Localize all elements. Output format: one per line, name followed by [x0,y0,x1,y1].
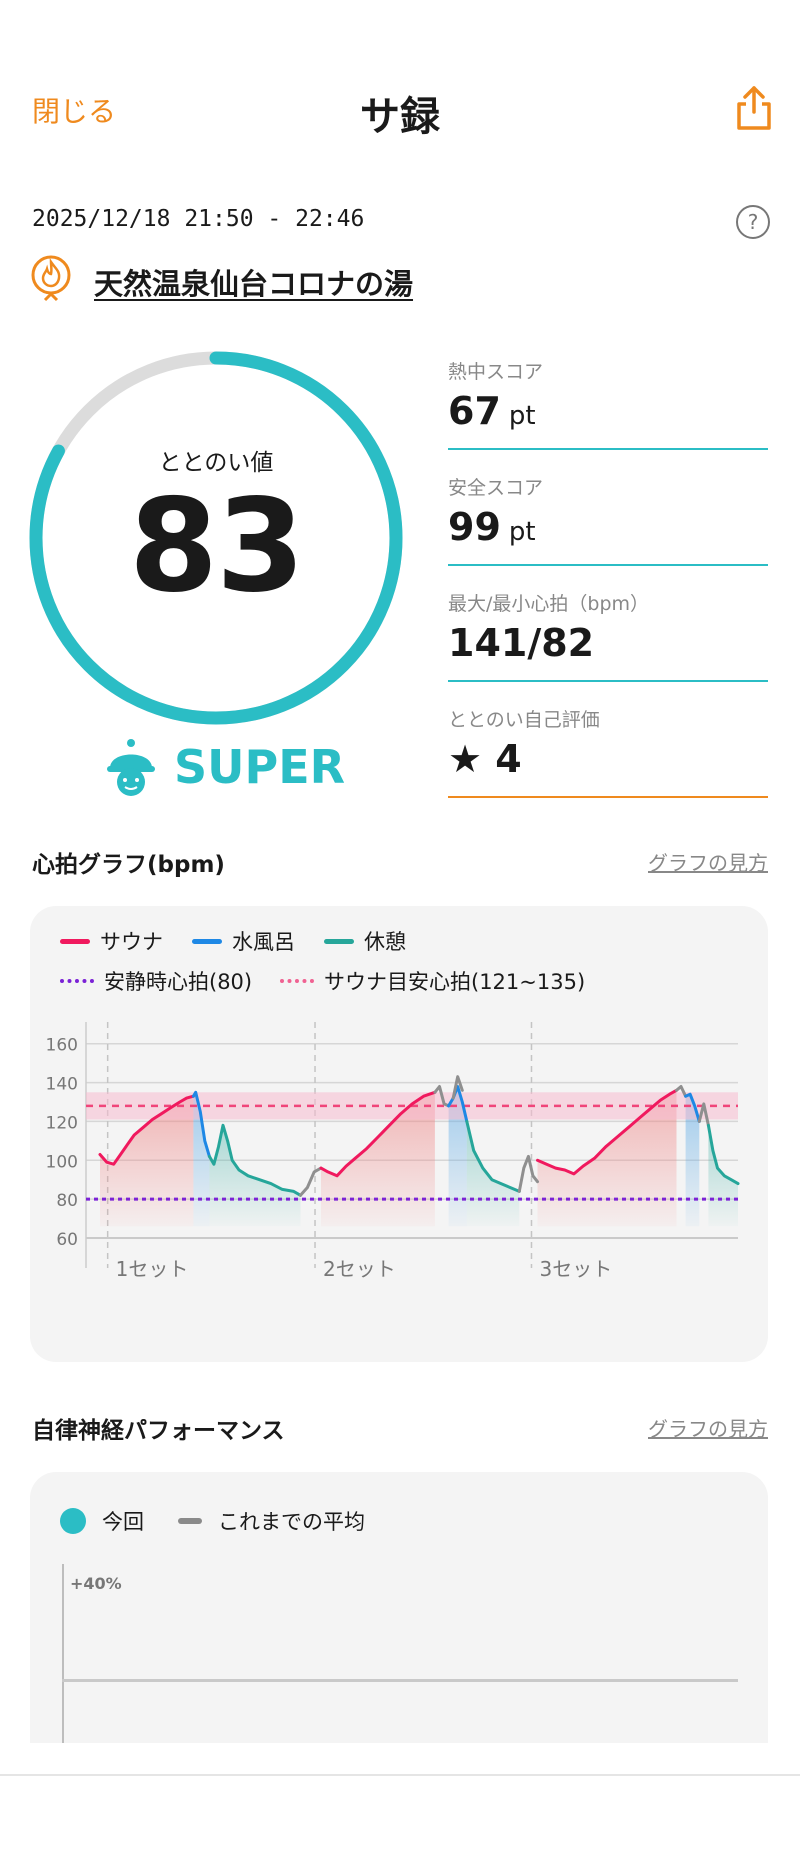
series-line [684,1092,701,1123]
series-area [100,1096,194,1227]
series-area [209,1125,301,1227]
heart-rate-range: 最大/最小心拍（bpm） 141/82 [448,589,768,705]
legend-target-hr: サウナ目安心拍(121~135) [280,966,585,996]
facility-link[interactable]: 天然温泉仙台コロナの湯 [94,267,414,301]
average-line-icon [178,1518,202,1524]
series-area [466,1121,520,1227]
set-label: 1セット [116,1257,189,1281]
gauge-label: ととのい値 [158,450,274,476]
series-line [319,1090,437,1178]
gauge-progress-arc [29,351,403,725]
rank-label: SUPER [174,740,346,794]
heart-graph-title: 心拍グラフ(bpm) [32,852,225,878]
series-line [465,1119,521,1193]
y-axis-label: +40% [70,1574,122,1593]
page-title: サ録 [360,94,440,140]
y-tick-label: 140 [46,1075,78,1095]
series-line [675,1085,688,1098]
series-line [451,1075,464,1100]
set-label: 2セット [323,1257,396,1281]
autonomic-title: 自律神経パフォーマンス [32,1418,285,1444]
metric-value: 99 pt [448,505,536,549]
metric-value: 67 pt [448,389,536,433]
series-line [98,1094,195,1166]
series-line [207,1123,302,1197]
series-line [517,1154,539,1193]
metric-label: ととのい自己評価 [448,709,600,731]
help-icon[interactable]: ? [736,205,770,239]
gauge-value: 83 [128,472,305,621]
series-area [193,1092,210,1227]
heat-score: 熱中スコア 67 pt [448,357,768,473]
metric-label: 安全スコア [448,477,544,499]
series-area [685,1094,700,1227]
close-button[interactable]: 閉じる [32,95,117,128]
bottom-divider [0,1774,800,1776]
series-area [537,1090,677,1227]
legend-current: 今回 [102,1510,144,1534]
set-label: 3セット [539,1257,612,1281]
legend-average: これまでの平均 [218,1510,365,1534]
series-line [697,1102,710,1127]
share-icon[interactable] [734,84,774,132]
totonoi-gauge [29,351,403,725]
metric-label: 熱中スコア [448,361,544,383]
series-line [536,1088,678,1176]
metric-value: ★ 4 [448,737,522,781]
y-tick-label: 100 [46,1152,78,1172]
series-area [448,1086,467,1227]
legend-cold-bath: 水風呂 [192,926,295,956]
self-rating[interactable]: ととのい自己評価 ★ 4 [448,705,768,821]
y-tick-label: 80 [56,1191,78,1211]
legend-rest: 休憩 [324,926,406,956]
baseline [62,1679,738,1682]
y-tick-label: 160 [46,1036,78,1056]
metric-value: 141/82 [448,621,595,665]
metric-label: 最大/最小心拍（bpm） [448,593,650,615]
sauna-fire-pin-icon [30,254,72,306]
series-area [321,1092,435,1227]
session-datetime: 2025/12/18 21:50 - 22:46 [32,206,365,232]
heart-graph-help-link[interactable]: グラフの見方 [648,851,768,875]
mascot-icon [104,738,158,798]
series-line [299,1166,323,1197]
heart-rate-chart: 160 140 120 100 80 60 1セット 2セット 3セット [46,1022,740,1281]
series-line [447,1085,469,1123]
series-line [191,1090,211,1158]
y-tick-label: 120 [46,1113,78,1133]
current-dot-icon [60,1508,86,1534]
series-line [706,1123,740,1186]
y-axis [62,1564,64,1774]
heart-graph-card: サウナ 水風呂 休憩 安静時心拍(80) サウナ目安心拍(121~135) 16… [30,906,768,1362]
legend-sauna: サウナ [60,926,163,956]
autonomic-help-link[interactable]: グラフの見方 [648,1417,768,1441]
legend-resting-hr: 安静時心拍(80) [60,966,252,996]
safety-score: 安全スコア 99 pt [448,473,768,589]
series-line [433,1085,451,1108]
y-tick-label: 60 [56,1230,78,1250]
